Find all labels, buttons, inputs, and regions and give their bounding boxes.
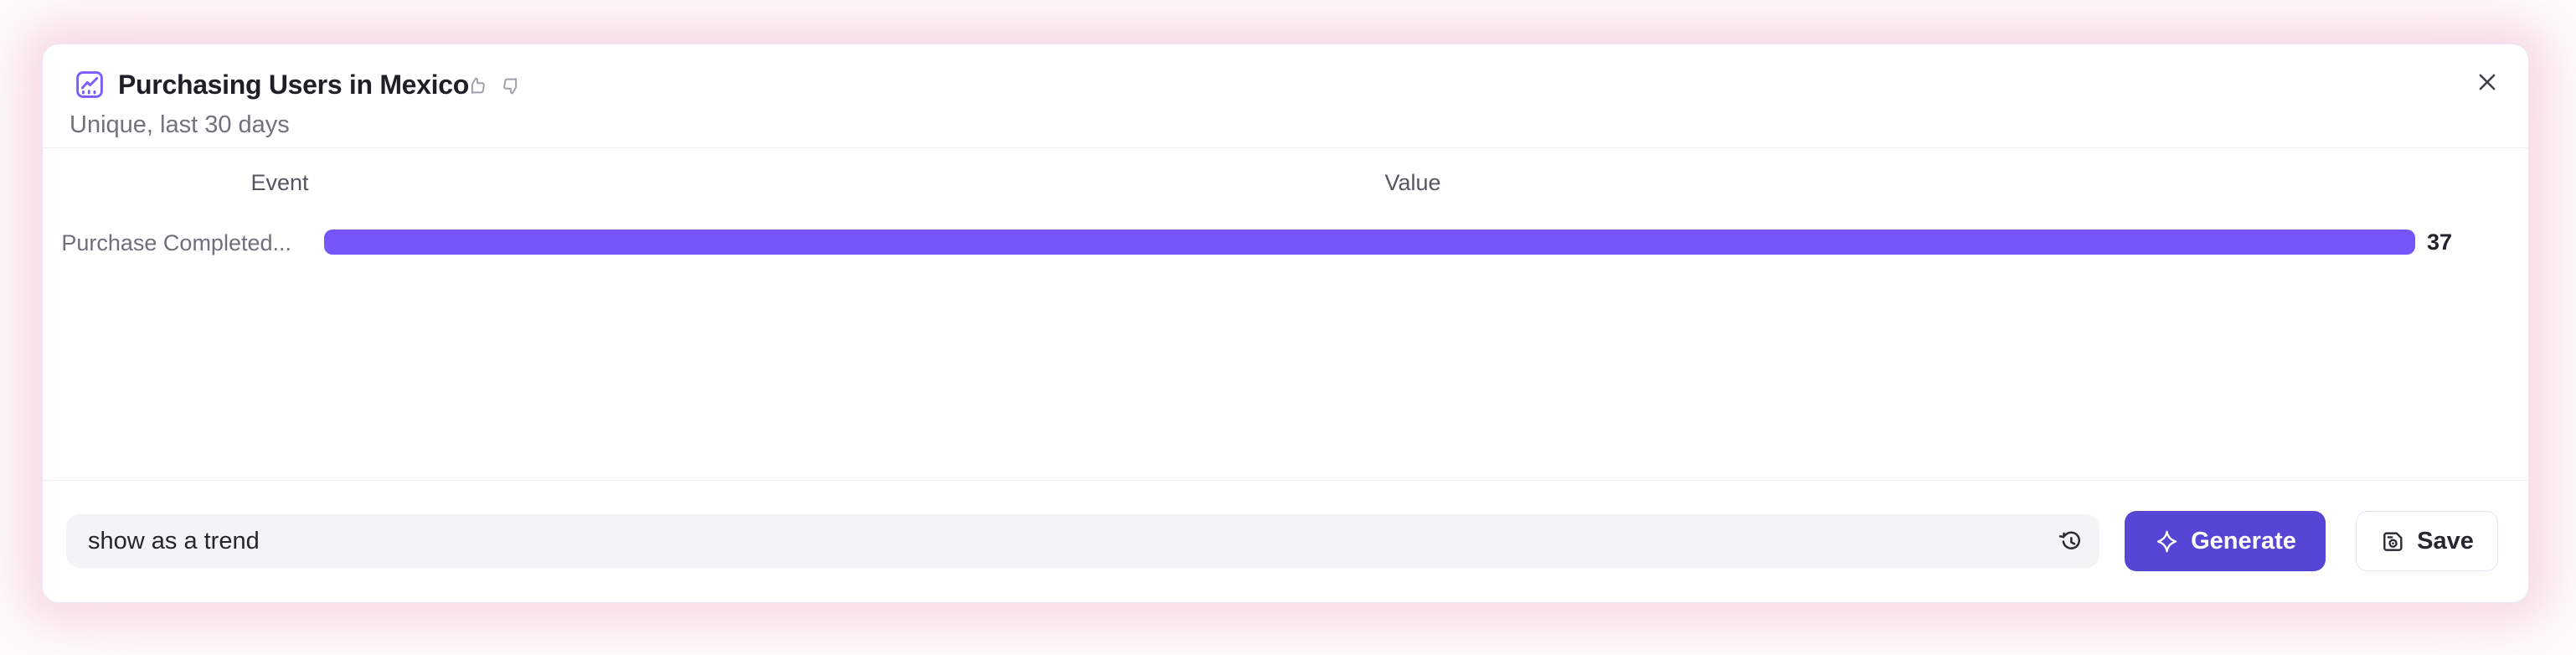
- header-divider: [43, 147, 2528, 148]
- thumbs-down-icon[interactable]: [500, 75, 523, 97]
- generate-button[interactable]: Generate: [2125, 511, 2326, 571]
- column-header-event: Event: [250, 170, 309, 195]
- footer-divider: [43, 480, 2528, 481]
- column-header-value: Value: [1384, 170, 1441, 195]
- generate-button-label: Generate: [2191, 527, 2296, 554]
- card-title: Purchasing Users in Mexico: [118, 70, 470, 100]
- prompt-field: [66, 514, 2099, 568]
- value-bar[interactable]: [324, 230, 2415, 255]
- sparkle-icon: [2154, 529, 2180, 554]
- bar-value-label: 37: [2427, 229, 2453, 255]
- insight-card: Purchasing Users in Mexico Unique, last …: [42, 44, 2529, 603]
- card-subtitle: Unique, last 30 days: [70, 111, 290, 138]
- history-icon[interactable]: [2051, 522, 2089, 560]
- save-button[interactable]: Save: [2356, 511, 2498, 571]
- line-chart-icon: [75, 70, 105, 100]
- save-button-label: Save: [2417, 527, 2474, 554]
- close-icon[interactable]: [2475, 70, 2500, 95]
- thumbs-up-icon[interactable]: [466, 75, 488, 97]
- chart-row: 37: [324, 230, 2452, 255]
- footer-bar: Generate Save: [43, 480, 2528, 602]
- prompt-input[interactable]: [66, 514, 2051, 568]
- floppy-disk-icon: [2380, 529, 2406, 554]
- event-label: Purchase Completed...: [61, 230, 291, 255]
